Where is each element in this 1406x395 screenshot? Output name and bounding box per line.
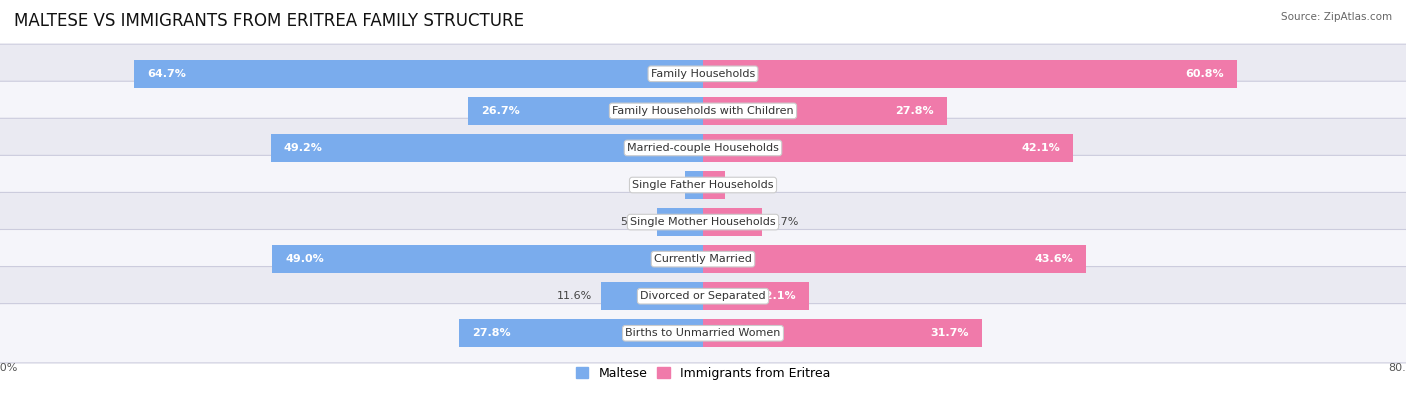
Text: Family Households with Children: Family Households with Children: [612, 106, 794, 116]
Bar: [458, 320, 703, 347]
FancyBboxPatch shape: [0, 229, 1406, 289]
Text: 2.0%: 2.0%: [648, 180, 676, 190]
Text: 6.7%: 6.7%: [770, 217, 799, 227]
Bar: [602, 282, 703, 310]
Text: 64.7%: 64.7%: [148, 69, 187, 79]
Bar: [703, 320, 981, 347]
Text: 43.6%: 43.6%: [1035, 254, 1073, 264]
FancyBboxPatch shape: [0, 44, 1406, 103]
Text: 31.7%: 31.7%: [929, 328, 969, 338]
Bar: [135, 60, 703, 88]
FancyBboxPatch shape: [0, 81, 1406, 141]
Text: 27.8%: 27.8%: [896, 106, 934, 116]
Text: Married-couple Households: Married-couple Households: [627, 143, 779, 153]
Bar: [703, 245, 1087, 273]
Text: 42.1%: 42.1%: [1021, 143, 1060, 153]
Text: 12.1%: 12.1%: [758, 291, 796, 301]
Text: 27.8%: 27.8%: [472, 328, 510, 338]
Text: Source: ZipAtlas.com: Source: ZipAtlas.com: [1281, 12, 1392, 22]
Text: Divorced or Separated: Divorced or Separated: [640, 291, 766, 301]
FancyBboxPatch shape: [0, 192, 1406, 252]
Bar: [703, 282, 810, 310]
Bar: [703, 208, 762, 236]
Text: Currently Married: Currently Married: [654, 254, 752, 264]
Bar: [686, 171, 703, 199]
Bar: [273, 245, 703, 273]
FancyBboxPatch shape: [0, 267, 1406, 326]
Text: Family Households: Family Households: [651, 69, 755, 79]
Bar: [703, 171, 725, 199]
Text: 49.2%: 49.2%: [284, 143, 323, 153]
Bar: [703, 60, 1237, 88]
Legend: Maltese, Immigrants from Eritrea: Maltese, Immigrants from Eritrea: [571, 362, 835, 385]
Bar: [703, 97, 948, 125]
Text: Births to Unmarried Women: Births to Unmarried Women: [626, 328, 780, 338]
Text: 26.7%: 26.7%: [481, 106, 520, 116]
Text: MALTESE VS IMMIGRANTS FROM ERITREA FAMILY STRUCTURE: MALTESE VS IMMIGRANTS FROM ERITREA FAMIL…: [14, 12, 524, 30]
FancyBboxPatch shape: [0, 304, 1406, 363]
Text: 11.6%: 11.6%: [557, 291, 592, 301]
Text: Single Father Households: Single Father Households: [633, 180, 773, 190]
FancyBboxPatch shape: [0, 155, 1406, 214]
Text: 5.2%: 5.2%: [620, 217, 648, 227]
Bar: [657, 208, 703, 236]
Bar: [703, 134, 1073, 162]
Bar: [468, 97, 703, 125]
Text: 60.8%: 60.8%: [1185, 69, 1225, 79]
Bar: [270, 134, 703, 162]
Text: 49.0%: 49.0%: [285, 254, 325, 264]
Text: Single Mother Households: Single Mother Households: [630, 217, 776, 227]
FancyBboxPatch shape: [0, 118, 1406, 178]
Text: 2.5%: 2.5%: [734, 180, 762, 190]
